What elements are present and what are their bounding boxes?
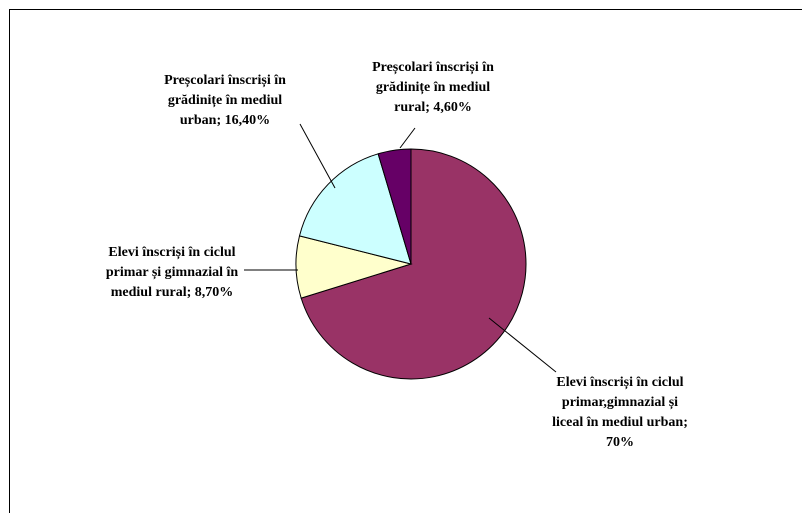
leader-line-rural-preschool <box>399 127 416 149</box>
slice-rural-preschool <box>377 148 412 265</box>
slice-label-urban-students: Elevi înscriși în ciclul primar,gimnazia… <box>552 375 688 450</box>
slice-label-urban-preschool: Preșcolari înscriși în grădinițe în medi… <box>164 73 286 128</box>
slice-urban-preschool <box>298 153 412 265</box>
slice-urban-students <box>300 148 527 380</box>
leader-line-urban-preschool <box>299 123 336 189</box>
slice-label-rural-preschool: Preșcolari înscriși în grădinițe în medi… <box>372 60 494 115</box>
slice-label-rural-students: Elevi înscriși în ciclul primar și gimna… <box>105 245 239 300</box>
leader-line-urban-students <box>488 317 557 373</box>
